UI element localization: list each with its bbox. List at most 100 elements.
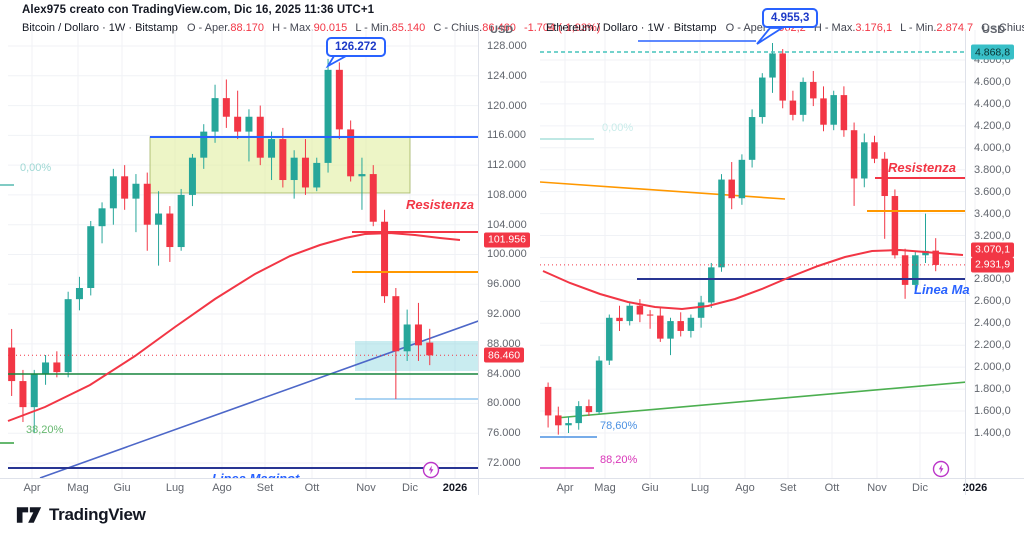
eth-price-label-red: 3.070,1 [971, 242, 1015, 258]
eth-price-tick[interactable]: 1.400,0 [974, 426, 1011, 439]
eth-price-tick[interactable]: 3.600,0 [974, 185, 1011, 198]
btc-time-tick[interactable]: Ago [212, 482, 232, 494]
btc-price-tick[interactable]: 84.000 [487, 367, 521, 380]
btc-price-tick[interactable]: 100.000 [487, 248, 527, 261]
eth-price-tick[interactable]: 1.800,0 [974, 383, 1011, 396]
btc-price-tick[interactable]: 124.000 [487, 69, 527, 82]
callout-arrow-btc [325, 55, 350, 69]
btc-time-tick[interactable]: Giu [113, 482, 131, 494]
eth-price-tick[interactable]: 4.400,0 [974, 97, 1011, 110]
btc-price-tick[interactable]: 80.000 [487, 397, 521, 410]
btc-price-label-red: 101.956 [484, 232, 530, 248]
support-zone-box [355, 341, 478, 371]
eth-time-tick[interactable]: 2026 [962, 482, 988, 494]
eth-price-tick[interactable]: 4.600,0 [974, 75, 1011, 88]
fib-0-label-btc: 0,00% [20, 162, 52, 174]
btc-plot[interactable] [0, 30, 495, 478]
btc-time-tick[interactable]: Apr [23, 482, 41, 494]
symbol-legend-btc[interactable]: Bitcoin / Dollaro · 1W · Bitstamp O - Ap… [22, 22, 601, 34]
eth-grid [540, 30, 976, 478]
fib-882-label-eth: 88,20% [600, 454, 638, 466]
flash-idea-icon-eth[interactable] [932, 460, 950, 478]
eth-price-label-teal: 4.868,8 [971, 44, 1015, 60]
symbol-title: Bitcoin / Dollaro · 1W · Bitstamp [22, 22, 178, 34]
btc-price-tick[interactable]: 104.000 [487, 218, 527, 231]
change-value: -1.704 (-1,93%) [523, 22, 601, 34]
eth-candles[interactable] [544, 42, 939, 435]
btc-price-tick[interactable]: 92.000 [487, 308, 521, 321]
eth-price-tick[interactable]: 3.800,0 [974, 163, 1011, 176]
eth-time-tick[interactable]: Dic [912, 482, 928, 494]
btc-time-tick[interactable]: 2026 [442, 482, 468, 494]
btc-price-tick[interactable]: 96.000 [487, 278, 521, 291]
resistenza-label-btc: Resistenza [406, 197, 474, 212]
btc-price-tick[interactable]: 108.000 [487, 188, 527, 201]
open-value: 88.170 [230, 22, 265, 34]
price-axis-currency-eth[interactable]: USD [982, 24, 1006, 36]
eth-price-tick[interactable]: 3.400,0 [974, 207, 1011, 220]
btc-price-tick[interactable]: 112.000 [487, 159, 526, 172]
eth-price-tick[interactable]: 4.000,0 [974, 141, 1011, 154]
low-value: 85.140 [391, 22, 426, 34]
flash-idea-icon-btc[interactable] [422, 461, 440, 479]
linea-maginot-clip-btc: Linea Maginot [190, 460, 360, 478]
btc-time-tick[interactable]: Ott [304, 482, 320, 494]
eth-time-tick[interactable]: Nov [867, 482, 887, 494]
btc-price-tick[interactable]: 72.000 [487, 456, 521, 469]
btc-candles[interactable] [8, 58, 434, 434]
fib-0-label-eth: 0,00% [602, 122, 634, 134]
btc-price-tick[interactable]: 120.000 [487, 99, 527, 112]
eth-price-tick[interactable]: 2.000,0 [974, 361, 1011, 374]
btc-grid [8, 30, 478, 478]
linea-maginot-label-eth: Linea Maginot [914, 282, 970, 297]
high-value: 90.015 [313, 22, 348, 34]
btc-time-tick[interactable]: Mag [67, 482, 89, 494]
price-axis-currency-btc[interactable]: USD [490, 24, 514, 36]
tradingview-logo-icon [16, 507, 42, 523]
eth-price-label-red: 2.931,9 [971, 257, 1015, 273]
btc-price-tick[interactable]: 116.000 [487, 129, 526, 142]
eth-price-tick[interactable]: 2.800,0 [974, 273, 1011, 286]
close-value: 86.460 [482, 22, 516, 34]
btc-drawings [0, 55, 478, 469]
btc-time-tick[interactable]: Lug [165, 482, 185, 494]
ma-curve-btc [7, 231, 461, 422]
eth-time-tick[interactable]: Set [779, 482, 797, 494]
eth-time-tick[interactable]: Giu [641, 482, 659, 494]
fib-382-label-btc: 38,20% [26, 424, 64, 436]
btc-price-tick[interactable]: 128.000 [487, 40, 527, 52]
linea-maginot-label-btc: Linea Maginot [212, 471, 299, 478]
btc-price-label-red: 86.460 [484, 347, 525, 363]
resistenza-label-eth: Resistenza [888, 160, 956, 175]
eth-plot[interactable] [540, 27, 978, 478]
eth-price-tick[interactable]: 2.200,0 [974, 339, 1011, 352]
price-callout-btc: 126.272 [326, 37, 386, 57]
btc-time-tick[interactable]: Nov [356, 482, 376, 494]
btc-time-tick[interactable]: Dic [402, 482, 418, 494]
btc-price-tick[interactable]: 88.000 [487, 337, 521, 350]
high-value: 3.176,1 [855, 22, 893, 34]
ma-curve-eth [542, 248, 964, 311]
eth-price-tick[interactable]: 2.600,0 [974, 295, 1011, 308]
callout-arrow-eth [756, 27, 786, 45]
btc-price-tick[interactable]: 76.000 [487, 427, 521, 440]
fib-786-label-eth: 78,60% [600, 420, 638, 432]
eth-price-tick[interactable]: 2.400,0 [974, 317, 1011, 330]
eth-price-tick[interactable]: 4.200,0 [974, 119, 1011, 132]
tradingview-logo[interactable]: TradingView [16, 503, 146, 527]
eth-time-tick[interactable]: Ott [824, 482, 840, 494]
eth-drawings [540, 27, 965, 469]
symbol-title: Ethereum / Dollaro · 1W · Bitstamp [546, 22, 717, 34]
btc-time-tick[interactable]: Set [256, 482, 274, 494]
eth-time-tick[interactable]: Mag [594, 482, 616, 494]
attribution-text: Alex975 creato con TradingView.com, Dic … [22, 4, 375, 16]
low-value: 2.874,7 [936, 22, 974, 34]
eth-time-tick[interactable]: Lug [690, 482, 710, 494]
eth-price-tick[interactable]: 1.600,0 [974, 405, 1011, 418]
eth-time-tick[interactable]: Apr [556, 482, 574, 494]
linea-maginot-clip-eth: Linea Maginot [914, 282, 970, 299]
eth-time-tick[interactable]: Ago [735, 482, 755, 494]
eth-price-tick[interactable]: 3.200,0 [974, 229, 1011, 242]
